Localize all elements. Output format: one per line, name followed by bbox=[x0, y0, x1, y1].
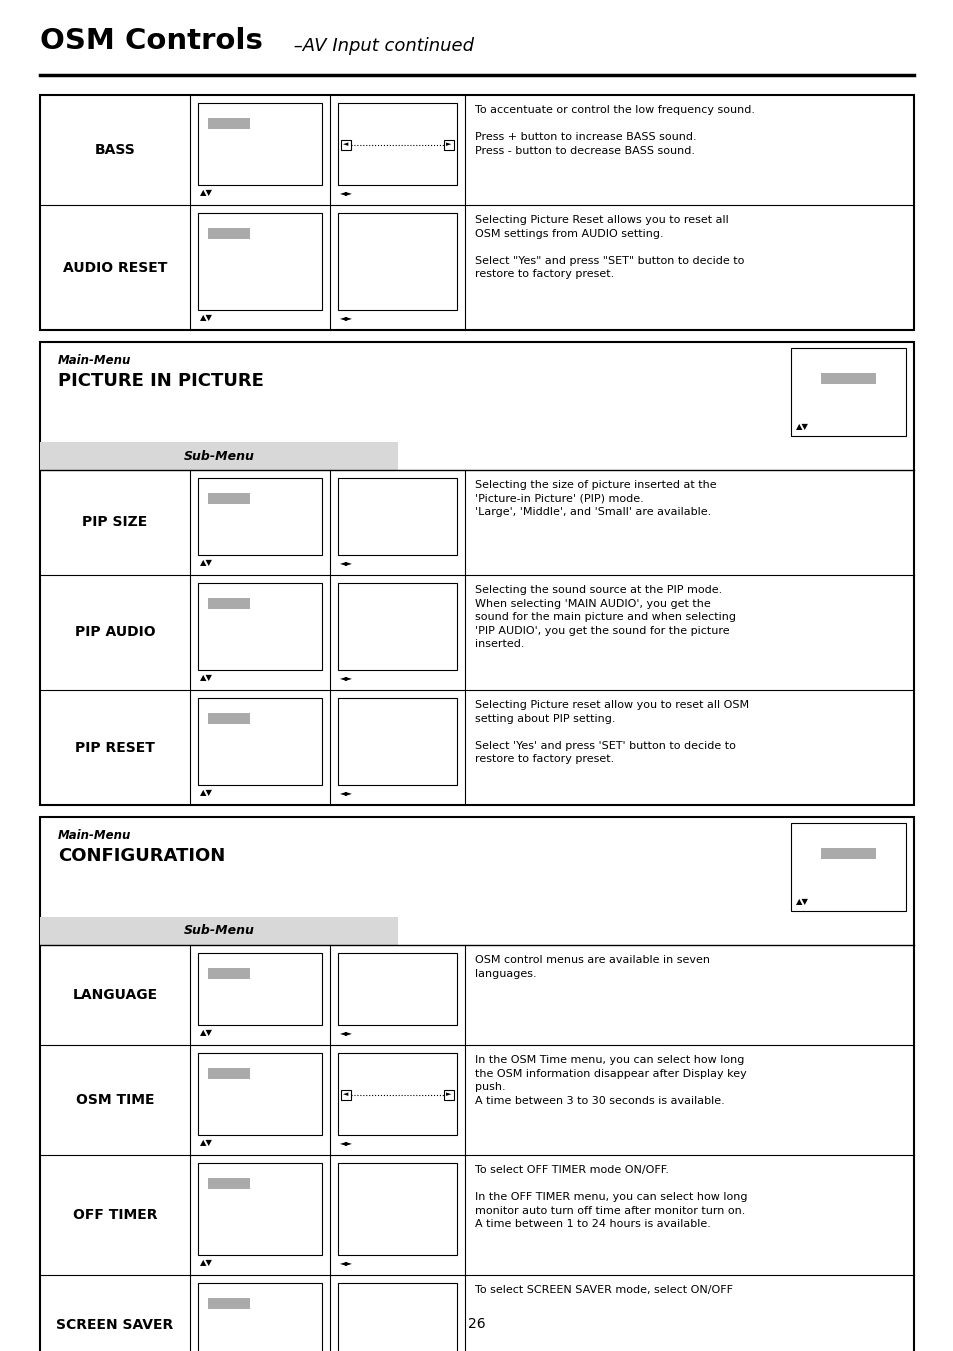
Text: To select SCREEN SAVER mode, select ON/OFF: To select SCREEN SAVER mode, select ON/O… bbox=[475, 1285, 732, 1296]
Text: ▲▼: ▲▼ bbox=[795, 422, 808, 431]
Text: OSM control menus are available in seven
languages.: OSM control menus are available in seven… bbox=[475, 955, 709, 978]
Bar bbox=[198, 213, 322, 309]
Text: LANGUAGE: LANGUAGE bbox=[72, 988, 157, 1002]
Text: ▲▼: ▲▼ bbox=[200, 788, 213, 797]
Bar bbox=[208, 969, 250, 979]
Text: ◄►: ◄► bbox=[339, 1258, 353, 1267]
Bar bbox=[821, 373, 875, 384]
Bar bbox=[443, 1090, 454, 1100]
Text: ▲▼: ▲▼ bbox=[200, 673, 213, 682]
Text: ◄►: ◄► bbox=[339, 788, 353, 797]
Bar bbox=[198, 103, 322, 185]
Text: 26: 26 bbox=[468, 1317, 485, 1331]
Bar bbox=[443, 141, 454, 150]
Text: Sub-Menu: Sub-Menu bbox=[183, 450, 254, 462]
Text: OFF TIMER: OFF TIMER bbox=[72, 1208, 157, 1223]
Text: PICTURE IN PICTURE: PICTURE IN PICTURE bbox=[58, 372, 264, 390]
Bar bbox=[198, 698, 322, 785]
Text: Selecting Picture reset allow you to reset all OSM
setting about PIP setting.

S: Selecting Picture reset allow you to res… bbox=[475, 700, 748, 765]
Bar bbox=[337, 1283, 456, 1351]
Bar bbox=[208, 1298, 250, 1309]
Bar bbox=[40, 917, 397, 944]
Text: AUDIO RESET: AUDIO RESET bbox=[63, 261, 167, 274]
Bar bbox=[40, 817, 913, 1351]
Text: PIP AUDIO: PIP AUDIO bbox=[74, 626, 155, 639]
Text: Selecting Picture Reset allows you to reset all
OSM settings from AUDIO setting.: Selecting Picture Reset allows you to re… bbox=[475, 215, 743, 280]
Bar bbox=[198, 1283, 322, 1351]
Text: –AV Input continued: –AV Input continued bbox=[288, 36, 474, 55]
Text: ◄►: ◄► bbox=[339, 1028, 353, 1038]
Bar bbox=[208, 118, 250, 128]
Bar bbox=[208, 1178, 250, 1189]
Bar bbox=[337, 103, 456, 185]
Bar bbox=[198, 584, 322, 670]
Text: To accentuate or control the low frequency sound.

Press + button to increase BA: To accentuate or control the low frequen… bbox=[475, 105, 754, 155]
Text: ◄: ◄ bbox=[343, 1092, 349, 1097]
Bar bbox=[337, 698, 456, 785]
Text: ▲▼: ▲▼ bbox=[795, 897, 808, 907]
Text: Selecting the sound source at the PIP mode.
When selecting 'MAIN AUDIO', you get: Selecting the sound source at the PIP mo… bbox=[475, 585, 735, 650]
Bar bbox=[821, 848, 875, 859]
Bar bbox=[40, 442, 397, 470]
Text: SCREEN SAVER: SCREEN SAVER bbox=[56, 1319, 173, 1332]
Text: ▲▼: ▲▼ bbox=[200, 1028, 213, 1038]
Bar bbox=[337, 1163, 456, 1255]
Text: ▲▼: ▲▼ bbox=[200, 1258, 213, 1267]
Bar bbox=[40, 95, 913, 330]
Text: ◄►: ◄► bbox=[339, 188, 353, 197]
Text: ►: ► bbox=[446, 141, 451, 147]
Text: CONFIGURATION: CONFIGURATION bbox=[58, 847, 225, 865]
Text: OSM TIME: OSM TIME bbox=[75, 1093, 154, 1106]
Text: Sub-Menu: Sub-Menu bbox=[183, 924, 254, 938]
Text: ▲▼: ▲▼ bbox=[200, 313, 213, 322]
Text: ▲▼: ▲▼ bbox=[200, 1138, 213, 1147]
Text: ◄►: ◄► bbox=[339, 673, 353, 682]
Bar bbox=[340, 141, 351, 150]
Bar bbox=[337, 213, 456, 309]
Text: ◄: ◄ bbox=[343, 141, 349, 147]
Text: ▲▼: ▲▼ bbox=[200, 558, 213, 567]
Bar bbox=[790, 349, 905, 436]
Text: PIP SIZE: PIP SIZE bbox=[82, 516, 148, 530]
Bar bbox=[40, 342, 913, 805]
Bar bbox=[337, 1052, 456, 1135]
Bar bbox=[198, 952, 322, 1025]
Text: In the OSM Time menu, you can select how long
the OSM information disappear afte: In the OSM Time menu, you can select how… bbox=[475, 1055, 746, 1106]
Text: BASS: BASS bbox=[94, 143, 135, 157]
Bar bbox=[208, 598, 250, 609]
Text: ◄►: ◄► bbox=[339, 558, 353, 567]
Text: Main-Menu: Main-Menu bbox=[58, 830, 132, 842]
Bar bbox=[790, 823, 905, 911]
Bar bbox=[208, 713, 250, 724]
Text: ◄►: ◄► bbox=[339, 313, 353, 322]
Text: ►: ► bbox=[446, 1092, 451, 1097]
Bar bbox=[198, 478, 322, 555]
Text: Selecting the size of picture inserted at the
'Picture-in Picture' (PIP) mode.
': Selecting the size of picture inserted a… bbox=[475, 480, 716, 517]
Bar bbox=[198, 1052, 322, 1135]
Bar bbox=[340, 1090, 351, 1100]
Bar bbox=[198, 1163, 322, 1255]
Bar bbox=[208, 493, 250, 504]
Text: OSM Controls: OSM Controls bbox=[40, 27, 263, 55]
Text: To select OFF TIMER mode ON/OFF.

In the OFF TIMER menu, you can select how long: To select OFF TIMER mode ON/OFF. In the … bbox=[475, 1165, 747, 1229]
Text: ◄►: ◄► bbox=[339, 1138, 353, 1147]
Bar bbox=[208, 228, 250, 239]
Text: Main-Menu: Main-Menu bbox=[58, 354, 132, 367]
Bar bbox=[337, 478, 456, 555]
Bar bbox=[337, 952, 456, 1025]
Bar bbox=[208, 1069, 250, 1079]
Text: ▲▼: ▲▼ bbox=[200, 188, 213, 197]
Bar bbox=[337, 584, 456, 670]
Text: PIP RESET: PIP RESET bbox=[75, 740, 154, 754]
